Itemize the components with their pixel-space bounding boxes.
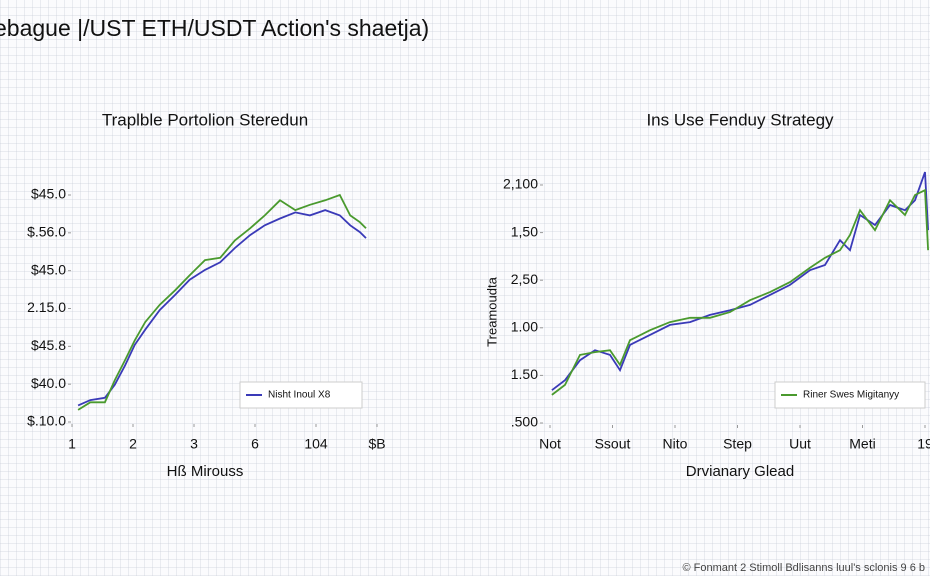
x-tick-label: 1 <box>68 436 76 452</box>
x-tick-label: Not <box>539 436 561 452</box>
x-tick-label: Step <box>723 436 752 452</box>
y-tick-label: $45.8 <box>31 337 66 353</box>
y-tick-label: 1,50 <box>511 223 538 239</box>
y-axis-label: Treamoudta <box>484 276 499 346</box>
x-tick-label: 3 <box>190 436 198 452</box>
y-tick-label: 2.15.0 <box>27 299 66 315</box>
chart-title: Traplble Portolion Steredun <box>102 110 308 129</box>
legend-label: Nisht Inoul X8 <box>268 390 331 401</box>
x-tick-label: Nito <box>663 436 688 452</box>
y-tick-label: $.56.0 <box>27 224 66 240</box>
x-tick-label: Uut <box>789 436 811 452</box>
x-tick-label: 104 <box>304 436 328 452</box>
y-tick-label: 1.00 <box>511 318 538 334</box>
x-tick-label: Meti <box>849 436 875 452</box>
y-tick-label: 1.50 <box>511 366 538 382</box>
x-tick-label: $B <box>368 436 385 452</box>
y-tick-label: .500 <box>511 414 538 430</box>
footer: © Fonmant 2 Stimoll Bdlisanns luul's scl… <box>682 562 925 574</box>
x-tick-label: 19 <box>917 436 930 452</box>
legend-box <box>774 381 926 409</box>
x-axis-label: Hß Mirouss <box>167 463 244 480</box>
series-line <box>77 193 367 411</box>
series-line <box>77 209 367 407</box>
x-axis-label: Drvianary Glead <box>686 463 794 480</box>
x-tick-label: Ssout <box>595 436 631 452</box>
x-tick-label: 6 <box>251 436 259 452</box>
legend-label: Riner Swes Migitanyy <box>803 390 899 401</box>
y-tick-label: 2,100 <box>503 176 538 192</box>
y-tick-label: $40.0 <box>31 375 66 391</box>
y-tick-label: $.10.0 <box>27 413 66 429</box>
y-tick-label: $45.0 <box>31 186 66 202</box>
y-tick-label: 2,50 <box>511 271 538 287</box>
y-tick-label: $45.0 <box>31 261 66 277</box>
series-line <box>551 171 929 391</box>
page-title: ebague |/UST ETH/USDT Action's shaetja) <box>0 15 429 41</box>
series-line <box>551 188 929 396</box>
x-tick-label: 2 <box>129 436 137 452</box>
chart-title: Ins Use Fenduy Strategy <box>646 110 834 129</box>
